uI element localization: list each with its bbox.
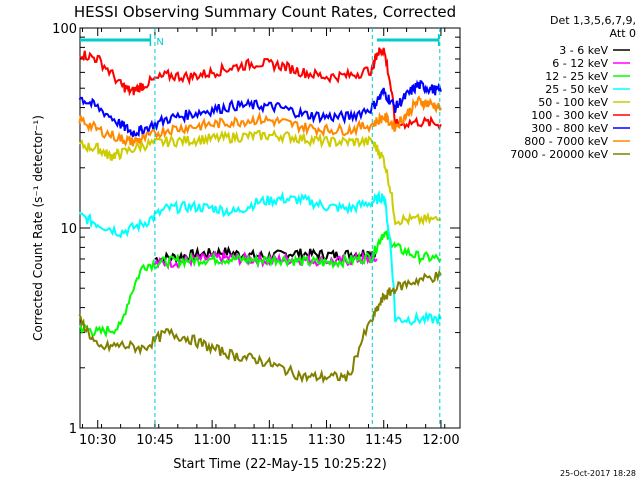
series-line-50-100-kev (79, 129, 441, 227)
legend-entry-label: 25 - 50 keV (545, 83, 608, 96)
series-line-25-50-kev (78, 189, 442, 326)
y-tick-label: 1 (69, 422, 77, 437)
series-line-800-7000-kev (78, 95, 442, 147)
x-axis-label: Start Time (22-May-15 10:25:22) (173, 457, 387, 472)
footer-timestamp: 25-Oct-2017 18:28 (560, 469, 636, 478)
legend-entry-label: 100 - 300 keV (531, 109, 608, 122)
x-tick-label: 11:30 (308, 433, 345, 448)
x-tick-label: 10:30 (79, 433, 116, 448)
legend-entry-label: 3 - 6 keV (559, 44, 608, 57)
flag-bar-label: N (156, 37, 163, 48)
legend-entry-label: 12 - 25 keV (545, 70, 608, 83)
plot-area: 10:30 10:45 11:00 11:15 11:30 11:45 12:00 1 10 10… (52, 22, 461, 448)
x-tick-label: 12:00 (422, 433, 459, 448)
y-tick-label: 10 (60, 222, 77, 237)
legend-entry-label: 6 - 12 keV (552, 57, 608, 70)
legend-entry-label: 7000 - 20000 keV (510, 148, 608, 161)
legend-header-line: Det 1,3,5,6,7,9, (550, 14, 636, 27)
legend-header-line: Att 0 (610, 27, 636, 40)
series-line-300-800-kev (78, 79, 442, 139)
x-tick-label: 11:15 (251, 433, 288, 448)
series-line-7000-20000-kev (78, 269, 442, 385)
legend-entry-label: 300 - 800 keV (531, 122, 608, 135)
x-tick-label: 10:45 (136, 433, 173, 448)
legend-entry-label: 800 - 7000 keV (524, 135, 608, 148)
series-line-100-300-kev (79, 47, 442, 131)
chart-title: HESSI Observing Summary Count Rates, Cor… (74, 3, 456, 21)
x-tick-label: 11:45 (365, 433, 402, 448)
series-line-12-25-kev (79, 228, 442, 339)
y-axis-label: Corrected Count Rate (s⁻¹ detector⁻¹) (31, 115, 45, 341)
x-tick-label: 11:00 (193, 433, 230, 448)
legend-entry-label: 50 - 100 keV (538, 96, 608, 109)
y-tick-label: 100 (52, 22, 77, 37)
